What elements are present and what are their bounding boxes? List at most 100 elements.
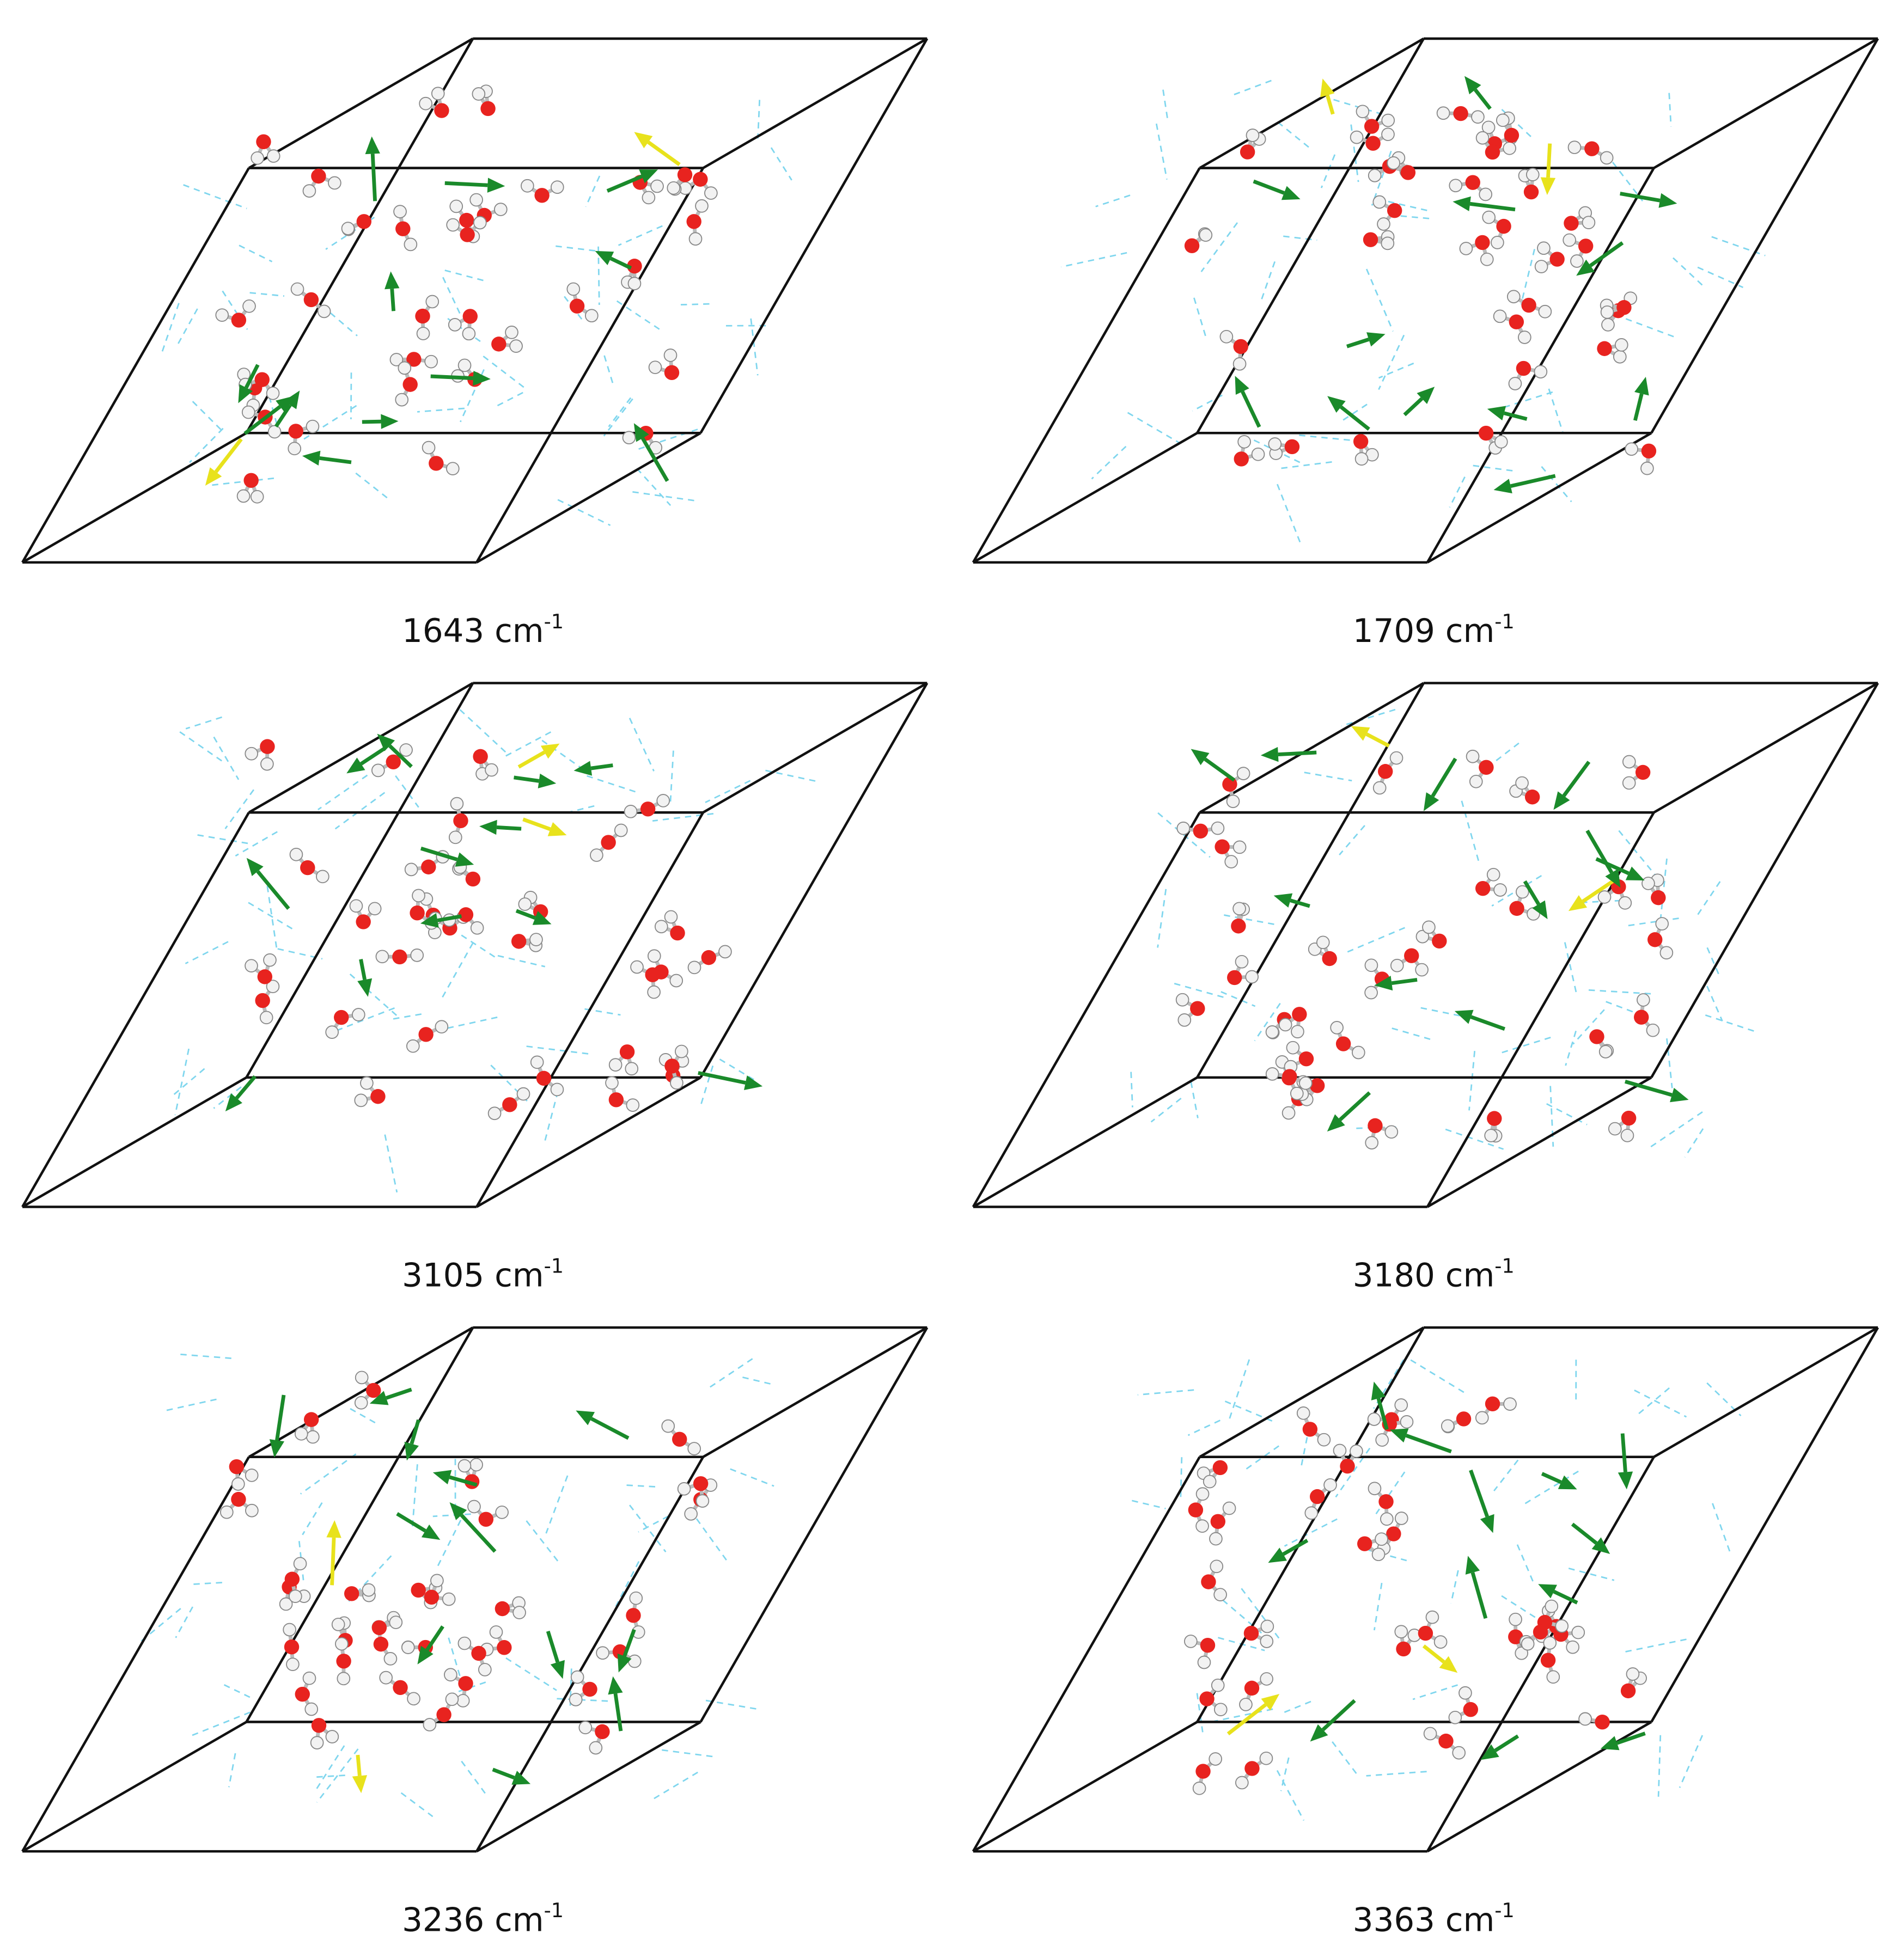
oxygen-atom	[1509, 901, 1524, 916]
hydrogen-atom	[1316, 935, 1330, 950]
hydrogen-atom	[399, 743, 413, 757]
displacement-shaft	[1624, 1079, 1673, 1097]
water-molecule	[1227, 954, 1259, 986]
displacement-head	[633, 423, 649, 442]
oxygen-atom	[491, 336, 506, 352]
hydrogen-atom	[1213, 1588, 1227, 1602]
cell-edge	[248, 1326, 474, 1458]
hydrogen-atom	[1199, 228, 1213, 242]
hydrogen-atom	[470, 921, 484, 935]
hydrogen-atom	[589, 1741, 603, 1755]
hydrogen-bond	[1450, 1570, 1459, 1604]
oxygen-atom	[460, 227, 475, 242]
hydrogen-bond	[180, 1354, 233, 1360]
water-molecule	[578, 1721, 610, 1755]
water-molecule	[245, 739, 275, 771]
displacement-head	[1260, 747, 1279, 762]
hydrogen-atom	[317, 304, 331, 319]
displacement-shaft	[1541, 1472, 1562, 1484]
hydrogen-atom	[656, 794, 670, 807]
displacement-shaft	[1431, 757, 1457, 798]
water-molecule	[1415, 920, 1447, 949]
displacement-head	[377, 733, 395, 751]
hydrogen-atom	[362, 1583, 376, 1597]
hydrogen-atom	[1290, 1086, 1304, 1100]
displacement-shaft	[522, 817, 551, 831]
displacement-shaft	[362, 419, 381, 424]
water-molecule	[1564, 206, 1596, 231]
hydrogen-atom	[1622, 755, 1636, 769]
hydrogen-atom	[1364, 986, 1378, 1000]
panel: 3236 cm-1	[21, 1326, 929, 1939]
hydrogen-bond	[1220, 991, 1256, 1007]
hydrogen-atom	[1176, 821, 1191, 835]
water-molecule	[1365, 1118, 1399, 1150]
hydrogen-atom	[266, 386, 280, 400]
displacement-head	[1538, 1584, 1557, 1599]
hydrogen-bond	[1565, 1031, 1577, 1066]
hydrogen-atom	[1481, 120, 1496, 134]
oxygen-atom	[453, 813, 468, 829]
panel: 3363 cm-1	[972, 1326, 1879, 1939]
mode-label: 3363 cm-1	[1353, 1899, 1515, 1939]
hydrogen-bond	[1060, 252, 1127, 268]
hydrogen-bond	[1666, 1038, 1673, 1088]
oxygen-atom	[670, 925, 685, 941]
hydrogen-atom	[375, 950, 389, 964]
hydrogen-bond	[1541, 466, 1572, 503]
hydrogen-atom	[1384, 1125, 1399, 1139]
hydrogen-atom	[1381, 113, 1395, 127]
hydrogen-atom	[1281, 1106, 1296, 1120]
hydrogen-atom	[1235, 954, 1249, 969]
water-molecule	[1296, 1406, 1331, 1447]
hydrogen-atom	[1195, 1487, 1210, 1501]
hydrogen-bond	[459, 709, 509, 756]
hydrogen-atom	[1211, 821, 1225, 835]
oxygen-atom	[1199, 1691, 1215, 1706]
displacement-shaft	[275, 1394, 286, 1441]
oxygen-atom	[1309, 1489, 1325, 1504]
water-molecule	[1423, 1727, 1466, 1760]
cell-edge	[475, 432, 701, 564]
oxygen-atom	[1340, 1459, 1355, 1474]
hydrogen-bond	[649, 1771, 698, 1802]
displacement-shaft	[1620, 1433, 1627, 1472]
displacement-head	[1465, 1556, 1480, 1575]
mode-label-text: 3363 cm	[1353, 1901, 1495, 1939]
hydrogen-atom	[1415, 963, 1429, 977]
hydrogen-atom	[1480, 252, 1494, 266]
hydrogen-bond	[1091, 445, 1127, 480]
hydrogen-atom	[1184, 1635, 1198, 1648]
displacement-shaft	[1474, 88, 1492, 110]
hydrogen-atom	[675, 1044, 688, 1058]
hydrogen-bond	[1222, 1599, 1268, 1639]
displacement-shaft	[1494, 1734, 1519, 1752]
mode-label: 3180 cm-1	[1353, 1255, 1515, 1295]
displacement-head	[1558, 1475, 1577, 1490]
hydrogen-atom	[442, 1592, 456, 1606]
water-molecule	[1620, 1667, 1647, 1699]
hydrogen-atom	[245, 1468, 259, 1482]
hydrogen-bond	[411, 1464, 418, 1530]
hydrogen-atom	[485, 763, 498, 777]
hydrogen-atom	[684, 1507, 698, 1521]
cell-edge	[972, 167, 1201, 564]
hydrogen-atom	[1394, 1625, 1408, 1639]
hydrogen-bond	[390, 1013, 422, 1020]
displacement-shaft	[1585, 829, 1614, 874]
hydrogen-atom	[289, 847, 303, 861]
hydrogen-atom	[1237, 435, 1251, 449]
water-molecule	[1390, 948, 1429, 977]
hydrogen-bond	[350, 1408, 379, 1425]
water-molecule	[1265, 1067, 1313, 1090]
displacement-shaft	[1346, 338, 1370, 348]
hydrogen-atom	[1545, 1599, 1559, 1613]
water-molecule	[1375, 1415, 1414, 1447]
hydrogen-atom	[1493, 309, 1507, 323]
oxygen-atom	[1215, 839, 1230, 854]
hydrogen-bond	[1410, 1359, 1468, 1395]
hydrogen-bond	[1564, 942, 1578, 997]
hydrogen-atom	[236, 489, 251, 503]
water-molecule	[1482, 210, 1511, 249]
hydrogen-bond	[636, 468, 672, 506]
